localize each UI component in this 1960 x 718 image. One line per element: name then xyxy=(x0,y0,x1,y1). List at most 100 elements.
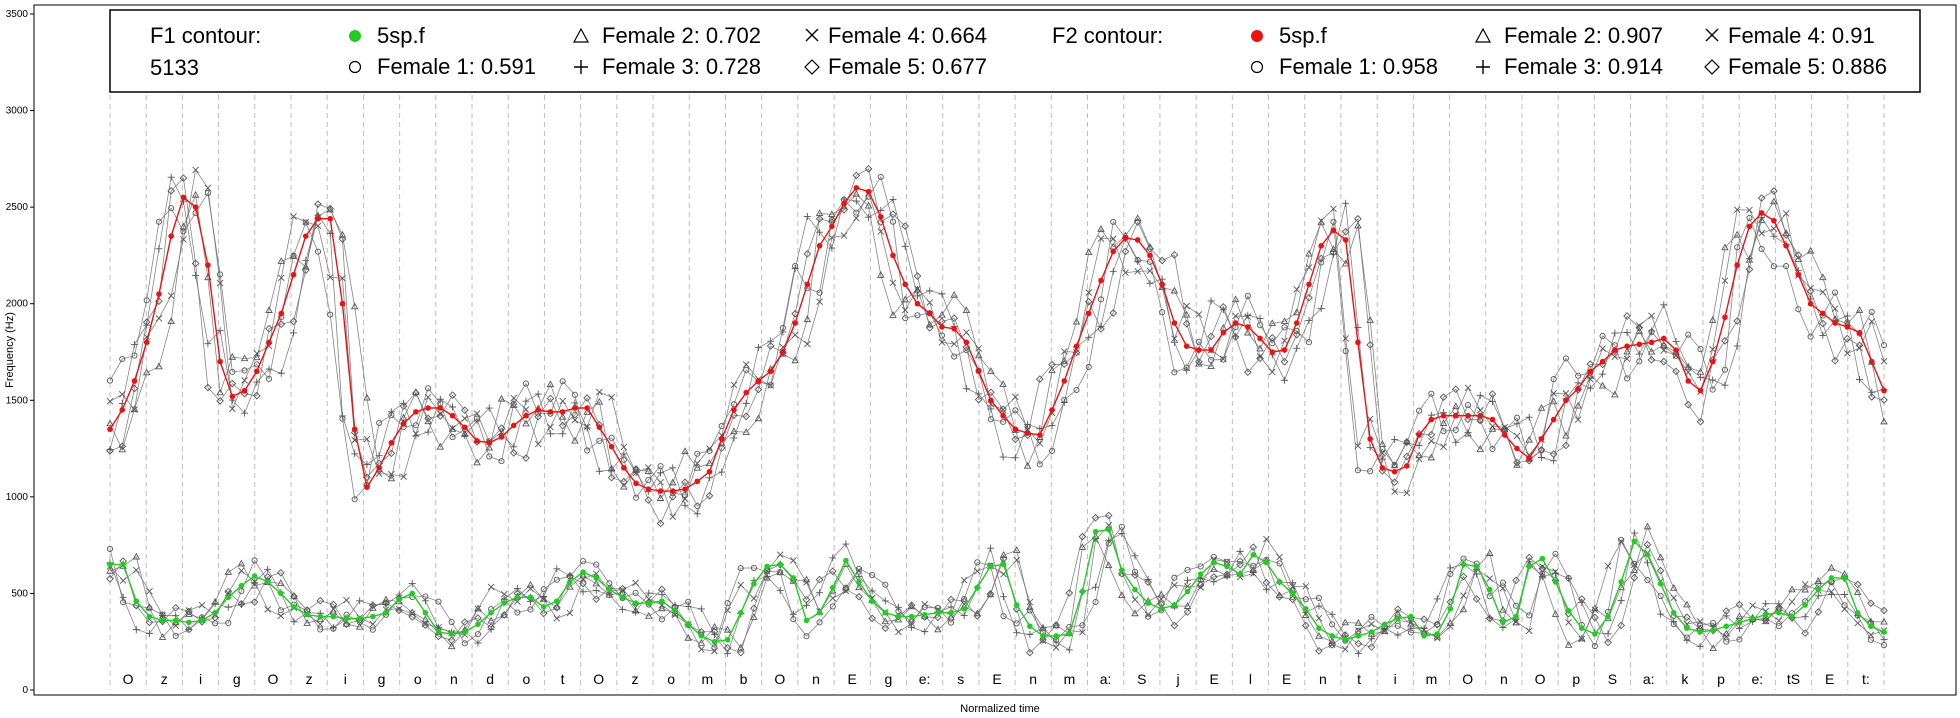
f1-female-marker xyxy=(369,620,377,628)
f2-reference-point xyxy=(890,252,896,259)
f2-female-marker xyxy=(913,272,922,280)
f1-reference-point xyxy=(1316,625,1322,631)
f1-female-marker xyxy=(1131,596,1139,603)
f2-female-marker xyxy=(571,436,579,444)
f2-female-marker xyxy=(999,380,1007,387)
f1-reference-point xyxy=(908,613,915,620)
f2-female-marker xyxy=(1451,385,1460,394)
f1-female-marker xyxy=(697,638,706,646)
f2-female-marker xyxy=(1036,461,1043,468)
segment-label: m xyxy=(702,671,714,687)
f2-reference-point xyxy=(682,486,688,492)
f2-female-marker xyxy=(1733,230,1741,238)
f2-female-marker xyxy=(596,388,603,396)
f2-female-marker xyxy=(1231,333,1240,341)
f1-female-marker xyxy=(1118,529,1126,537)
f2-female-marker xyxy=(1745,265,1754,274)
f2-reference-point xyxy=(939,324,945,330)
f1-female-marker xyxy=(1735,600,1744,609)
legend-box xyxy=(109,9,1921,93)
f2-reference-point xyxy=(1587,368,1594,375)
f2-reference-point xyxy=(951,326,957,332)
f2-female-marker xyxy=(1464,384,1472,392)
f1-reference-point xyxy=(1605,613,1611,620)
f1-female-marker xyxy=(579,579,587,588)
f2-female-marker xyxy=(1562,355,1569,362)
f2-female-marker xyxy=(620,443,628,451)
f2-female-marker xyxy=(1195,338,1202,345)
f2-female-marker xyxy=(571,416,579,424)
f1-female-marker xyxy=(1196,581,1205,589)
f2-female-marker xyxy=(1575,372,1582,379)
f1-female-marker xyxy=(264,565,272,573)
f1-female-marker xyxy=(527,585,534,593)
f2-female-marker xyxy=(1513,420,1521,428)
f1-female-marker xyxy=(605,591,613,599)
f2-reference-point xyxy=(1000,412,1006,419)
f1-female-marker xyxy=(421,615,430,623)
f2-female-marker xyxy=(1268,319,1277,327)
f2-female-marker xyxy=(1489,445,1496,453)
f2-female-marker xyxy=(1256,344,1264,352)
legend-f2-female2: Female 2: 0.907 xyxy=(1504,23,1663,48)
f2-female-marker xyxy=(877,271,885,278)
f2-female-line xyxy=(109,168,1885,525)
f1-female-marker xyxy=(421,597,429,605)
f2-female-3 xyxy=(106,173,1888,518)
f1-female-marker xyxy=(934,625,942,633)
f1-female-marker xyxy=(317,626,324,633)
f2-reference-point xyxy=(877,214,884,220)
f1-female-marker xyxy=(711,647,718,655)
f2-reference-point xyxy=(205,262,211,268)
y-tick-label: 2000 xyxy=(6,299,29,310)
f2-female-marker xyxy=(1746,214,1753,222)
segment-label: O xyxy=(1462,671,1473,687)
f2-reference-point xyxy=(1734,262,1740,268)
f2-female-marker xyxy=(1354,467,1361,474)
f1-reference-point xyxy=(1000,561,1007,568)
f1-reference-point xyxy=(1368,629,1375,635)
f2-reference-point xyxy=(1147,252,1153,259)
f2-female-marker xyxy=(681,501,689,509)
f1-female-marker xyxy=(487,623,495,632)
f2-reference-point xyxy=(1563,397,1569,404)
f1-reference-point xyxy=(1434,631,1441,637)
f2-female-marker xyxy=(1330,205,1337,213)
f2-female-marker xyxy=(1146,267,1154,275)
f2-reference-point xyxy=(657,488,664,494)
f1-female-marker xyxy=(723,644,732,652)
f2-female-marker xyxy=(1832,289,1839,296)
f1-female-marker xyxy=(1630,566,1639,574)
f1-female-marker xyxy=(461,640,468,647)
f2-female-marker xyxy=(1635,350,1643,358)
f1-reference-point xyxy=(1460,561,1467,568)
f1-female-marker xyxy=(1223,558,1231,566)
f2-female-marker xyxy=(1428,390,1435,397)
f2-female-marker xyxy=(1060,348,1068,355)
f1-reference-point xyxy=(330,613,337,620)
f2-female-marker xyxy=(351,450,359,458)
f2-female-marker xyxy=(1868,388,1876,396)
f2-reference-point xyxy=(156,291,162,297)
f1-female-marker xyxy=(290,618,298,626)
f1-reference-point xyxy=(107,561,113,568)
f1-female-marker xyxy=(894,603,902,611)
f2-female-marker xyxy=(693,502,702,510)
f2-female-marker xyxy=(645,477,652,484)
f2-female-marker xyxy=(938,338,946,346)
f2-female-marker xyxy=(1439,393,1448,401)
f2-female-marker xyxy=(1084,248,1093,256)
f2-reference-point xyxy=(755,378,762,384)
f1-female-marker xyxy=(1065,646,1073,654)
f2-female-marker xyxy=(118,445,126,453)
f2-female-marker xyxy=(1696,373,1704,381)
f2-female-marker xyxy=(1868,318,1876,325)
f1-reference-point xyxy=(751,580,757,587)
plot-frame xyxy=(33,4,1957,696)
f1-female-marker xyxy=(343,596,350,604)
f2-reference-point xyxy=(1514,445,1520,452)
f1-female-marker xyxy=(710,622,719,630)
f2-female-marker xyxy=(314,200,322,208)
f2-female-marker xyxy=(1244,328,1252,336)
f1-female-marker xyxy=(1867,636,1874,643)
